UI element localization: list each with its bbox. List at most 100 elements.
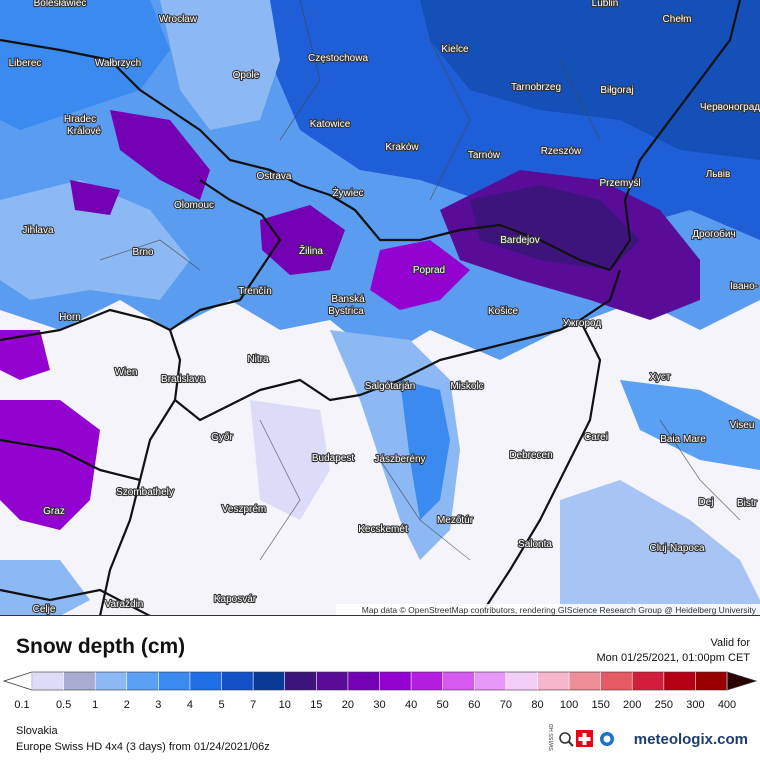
swiss-flag	[578, 733, 591, 745]
map: Bolesławiec Wrocław Lublin Chełm Częstoc…	[0, 0, 760, 616]
city-label: Katowice	[310, 119, 351, 130]
legend-arrow-high	[726, 671, 758, 691]
city-label: Lublin	[592, 0, 619, 9]
legend-tick-label: 3	[155, 699, 161, 711]
city-label: Celje	[33, 604, 56, 615]
legend-swatch	[474, 672, 507, 690]
city-label: Cluj-Napoca	[649, 543, 704, 554]
city-label: Хуст	[650, 372, 671, 383]
city-label: Bolesławiec	[34, 0, 87, 9]
legend-swatch	[505, 672, 538, 690]
legend-swatch	[411, 672, 443, 690]
city-label: Ужгород	[563, 318, 602, 329]
city-label: Wałbrzych	[95, 58, 141, 69]
legend-tick-label: 250	[655, 699, 673, 711]
legend-tick-label: 15	[310, 699, 322, 711]
city-label: Дрогобич	[692, 228, 735, 240]
city-labels: Bolesławiec Wrocław Lublin Chełm Częstoc…	[7, 0, 760, 616]
valid-time: Mon 01/25/2021, 01:00pm CET	[597, 652, 751, 664]
city-label: Kielce	[441, 44, 469, 55]
city-label: Wien	[115, 367, 138, 378]
search-icon	[567, 740, 574, 747]
city-label: Mezőtúr	[437, 515, 474, 526]
city-label: Rzeszów	[541, 146, 582, 157]
city-label: Viseu	[730, 420, 755, 431]
legend-swatch	[600, 672, 633, 690]
legend-tick-label: 30	[373, 699, 385, 711]
city-label: Szombathely	[116, 487, 174, 498]
legend-swatch	[442, 672, 475, 690]
search-icon	[559, 732, 571, 744]
legend-tick-label: 2	[124, 699, 130, 711]
city-label: Baia Mare	[660, 434, 706, 445]
legend-tick-label: 4	[187, 699, 193, 711]
city-label: Graz	[43, 506, 65, 517]
city-label: Dej	[698, 497, 713, 508]
legend-swatch	[253, 672, 286, 690]
city-label: Košice	[488, 306, 518, 317]
city-label: Chełm	[663, 14, 692, 25]
city-label: Jihlava	[22, 225, 54, 236]
city-label: Kraków	[385, 142, 419, 153]
city-label: Varaždin	[105, 599, 144, 610]
legend-tick-label: 80	[531, 699, 543, 711]
city-label: Jászberény	[374, 454, 425, 465]
city-label: Miskolc	[450, 381, 483, 392]
attribution: Map data © OpenStreetMap contributors, r…	[362, 605, 757, 615]
city-label: Bratislava	[161, 374, 205, 385]
city-label: Kecskemét	[358, 524, 408, 535]
city-label: Biłgoraj	[600, 85, 633, 96]
city-label: Nitra	[247, 354, 269, 365]
legend-tick-label: 0.1	[14, 699, 29, 711]
city-label: Bystrica	[328, 306, 364, 317]
city-label: Kaposvár	[214, 594, 257, 605]
city-label: Червоноград	[700, 102, 760, 113]
legend-swatch	[32, 672, 64, 690]
legend-swatch	[632, 672, 665, 690]
legend-tick-label: 300	[686, 699, 704, 711]
city-label: Івано-	[730, 281, 758, 292]
model-run: Europe Swiss HD 4x4 (3 days) from 01/24/…	[16, 741, 270, 753]
valid-label: Valid for	[710, 637, 750, 649]
legend-tick-label: 150	[591, 699, 609, 711]
legend-swatch	[284, 672, 317, 690]
legend-swatch	[695, 672, 728, 690]
legend-swatch	[347, 672, 380, 690]
city-label: Trenčín	[238, 286, 272, 297]
city-label: Львів	[706, 169, 731, 180]
city-label: Częstochowa	[308, 53, 368, 64]
legend-tick-label: 10	[279, 699, 291, 711]
city-label: Brno	[132, 247, 154, 258]
legend-tick-label: 60	[468, 699, 480, 711]
city-label: Opole	[233, 70, 260, 81]
city-label: Salonta	[518, 539, 552, 550]
city-label: Liberec	[9, 58, 42, 69]
region: Slovakia	[16, 725, 58, 737]
legend-swatch	[126, 672, 159, 690]
city-label: Debrecen	[509, 450, 552, 461]
badge-text: SWISS HD	[549, 724, 555, 751]
legend-swatch	[379, 672, 412, 690]
legend-tick-label: 70	[500, 699, 512, 711]
legend-tick-label: 40	[405, 699, 417, 711]
legend-swatch	[158, 672, 191, 690]
city-label: Tarnów	[468, 150, 501, 161]
legend-tick-label: 5	[218, 699, 224, 711]
brand: meteologix.com	[634, 731, 748, 748]
legend-swatch	[95, 672, 128, 690]
city-label: Tarnobrzeg	[511, 82, 561, 93]
legend-swatch	[316, 672, 349, 690]
city-label: Horn	[59, 312, 81, 323]
legend-tick-label: 7	[250, 699, 256, 711]
city-label: Králové	[67, 126, 101, 137]
legend-tick-label: 1	[92, 699, 98, 711]
legend-tick-label: 50	[437, 699, 449, 711]
legend-arrow-low	[2, 671, 33, 691]
city-label: Żywiec	[332, 186, 363, 199]
legend-swatch	[663, 672, 696, 690]
city-label: Bardejov	[500, 235, 539, 246]
city-label: Przemyśl	[599, 178, 640, 189]
legend-tick-label: 400	[718, 699, 736, 711]
legend-title: Snow depth (cm)	[16, 635, 185, 658]
